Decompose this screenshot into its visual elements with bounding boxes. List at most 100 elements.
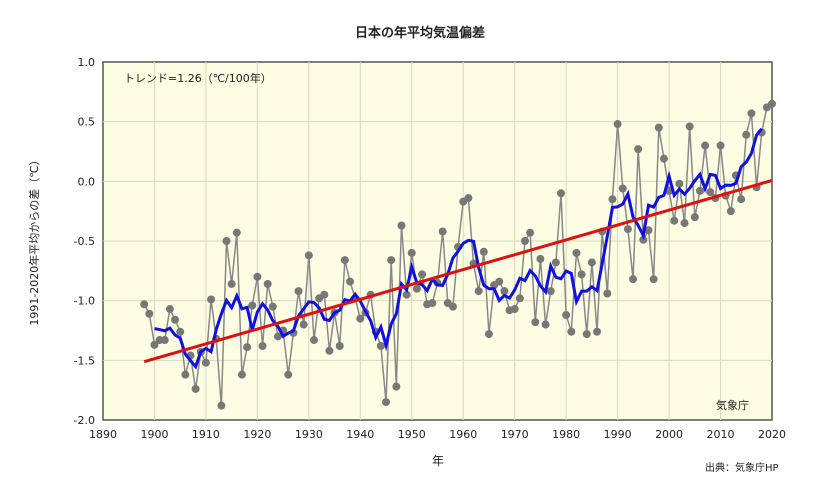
x-tick-label: 1990 <box>604 428 632 441</box>
annual-anomaly-point <box>659 154 668 163</box>
annual-anomaly-point <box>629 275 638 284</box>
x-tick-label: 1920 <box>243 428 271 441</box>
annual-anomaly-point <box>479 247 488 256</box>
annual-anomaly-point <box>335 342 344 351</box>
annual-anomaly-point <box>140 300 149 309</box>
annual-anomaly-point <box>670 216 679 225</box>
annual-anomaly-point <box>690 213 699 222</box>
x-tick-label: 1940 <box>346 428 374 441</box>
annual-anomaly-point <box>263 279 272 288</box>
annual-anomaly-point <box>644 226 653 235</box>
annual-anomaly-point <box>376 342 385 351</box>
source-note: 出典：気象庁HP <box>705 463 779 474</box>
annual-anomaly-point <box>392 382 401 391</box>
annual-anomaly-point <box>268 302 277 311</box>
annual-anomaly-point <box>551 258 560 267</box>
annual-anomaly-point <box>346 277 355 286</box>
annual-anomaly-point <box>402 290 411 299</box>
y-tick-label: -0.5 <box>74 235 95 248</box>
annual-anomaly-point <box>531 318 540 327</box>
annual-anomaly-point <box>181 370 190 379</box>
x-tick-label: 2020 <box>758 428 786 441</box>
annual-anomaly-point <box>299 320 308 329</box>
annual-anomaly-point <box>500 287 509 296</box>
y-tick-label: 0.5 <box>78 116 96 129</box>
annual-anomaly-point <box>742 130 751 139</box>
y-tick-label: -1.5 <box>74 354 95 367</box>
annual-anomaly-point <box>382 398 391 407</box>
annual-anomaly-point <box>160 336 169 345</box>
annual-anomaly-point <box>706 188 715 197</box>
annual-anomaly-point <box>176 327 185 336</box>
annual-anomaly-point <box>304 251 313 260</box>
annual-anomaly-point <box>243 343 252 352</box>
running-mean-line <box>154 127 763 370</box>
annual-anomaly-point <box>572 248 581 257</box>
annual-anomaly-point <box>191 384 200 393</box>
x-tick-label: 1980 <box>552 428 580 441</box>
annual-anomaly-point <box>407 248 416 257</box>
trend-annotation: トレンド=1.26（℃/100年） <box>124 71 272 85</box>
annual-anomaly-point <box>448 302 457 311</box>
trend-line <box>143 178 773 364</box>
annual-anomaly-point <box>222 237 231 245</box>
annual-anomaly-point <box>649 275 658 284</box>
x-axis-label: 年 <box>432 454 445 468</box>
annual-anomaly-point <box>515 294 524 303</box>
annual-anomaly-point <box>464 194 473 203</box>
annual-anomaly-point <box>587 258 596 267</box>
y-tick-label: -1.0 <box>74 295 95 308</box>
annual-anomaly-point <box>248 301 257 310</box>
annual-anomaly-point <box>284 370 293 379</box>
x-tick-label: 1930 <box>295 428 323 441</box>
annual-anomaly-point <box>320 290 329 299</box>
annual-anomaly-point <box>258 342 267 351</box>
x-tick-label: 2000 <box>655 428 683 441</box>
y-tick-label: 0.0 <box>78 175 96 188</box>
y-tick-label: 1.0 <box>78 56 96 69</box>
x-tick-label: 1890 <box>89 428 117 441</box>
annual-anomaly-point <box>387 256 396 265</box>
annual-anomaly-point <box>557 189 566 198</box>
chart-title: 日本の年平均気温偏差 <box>354 26 485 41</box>
annual-anomaly-point <box>726 207 735 216</box>
annual-anomaly-point <box>567 327 576 336</box>
annual-anomaly-point <box>685 122 694 131</box>
annual-anomaly-point <box>716 141 725 150</box>
annual-anomaly-point <box>701 141 710 150</box>
annual-anomaly-point <box>541 320 550 329</box>
annual-anomaly-point <box>520 237 529 245</box>
annual-anomaly-point <box>536 254 545 263</box>
annual-anomaly-point <box>201 358 210 367</box>
annual-anomaly-point <box>428 299 437 308</box>
annual-anomaly-point <box>526 228 535 237</box>
annual-anomaly-point <box>639 235 648 244</box>
agency-label: 気象庁 <box>716 398 749 412</box>
x-tick-label: 1960 <box>449 428 477 441</box>
x-tick-label: 1970 <box>501 428 529 441</box>
annual-anomaly-point <box>582 330 591 339</box>
annual-anomaly-point <box>654 123 663 132</box>
annual-anomaly-point <box>171 315 180 324</box>
annual-anomaly-point <box>145 309 154 318</box>
annual-anomaly-point <box>150 340 159 349</box>
annual-anomaly-point <box>613 120 622 129</box>
annual-anomaly-point <box>253 272 262 281</box>
annual-anomaly-point <box>634 145 643 154</box>
annual-anomaly-point <box>356 314 365 323</box>
annual-anomaly-point <box>603 289 612 298</box>
annual-anomaly-point <box>438 227 447 236</box>
annual-anomaly-point <box>618 184 627 193</box>
annual-anomaly-point <box>623 225 632 234</box>
x-tick-label: 1900 <box>140 428 168 441</box>
annual-anomaly-point <box>273 332 282 341</box>
x-tick-label: 1910 <box>192 428 220 441</box>
annual-anomaly-point <box>474 287 483 296</box>
annual-anomaly-point <box>237 370 246 379</box>
x-tick-label: 2010 <box>707 428 735 441</box>
annual-anomaly-point <box>680 219 689 228</box>
annual-anomaly-point <box>397 221 406 230</box>
annual-anomaly-point <box>418 270 427 279</box>
